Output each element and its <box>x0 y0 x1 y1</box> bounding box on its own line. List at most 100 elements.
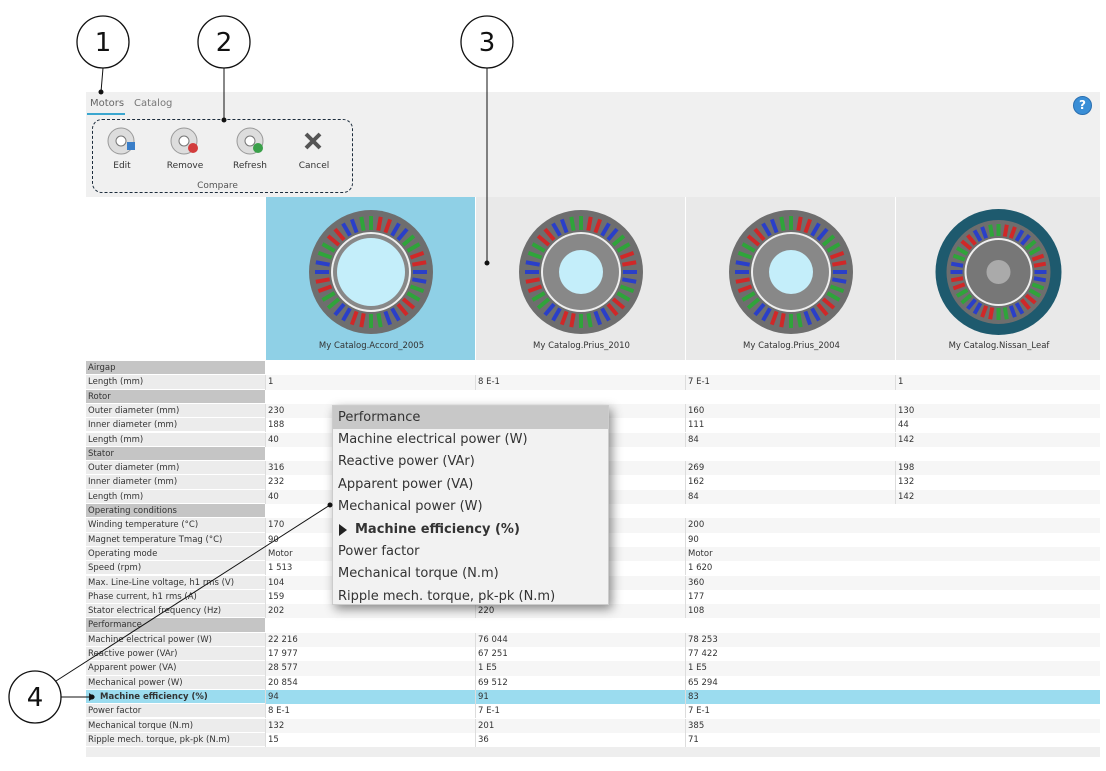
cell-value: 177 <box>685 589 895 605</box>
toolbar-button[interactable]: Cancel <box>298 161 330 171</box>
motor-card[interactable]: My Catalog.Accord_2005 <box>265 197 475 360</box>
popup-item[interactable]: Apparent power (VA) <box>338 476 474 492</box>
slot <box>955 246 969 256</box>
toolbar-button[interactable]: Edit <box>113 161 131 171</box>
motor-card[interactable]: My Catalog.Prius_2004 <box>685 197 895 360</box>
cell-value: 76 044 <box>475 632 685 647</box>
help-button[interactable]: ? <box>1073 96 1092 115</box>
slot <box>832 277 847 284</box>
slot <box>1002 307 1009 320</box>
section-header[interactable]: Airgap <box>86 361 265 376</box>
cell-value: 202 <box>265 604 475 619</box>
row-label[interactable]: Outer diameter (mm) <box>86 461 265 476</box>
section-header[interactable]: Stator <box>86 446 265 462</box>
motor-card[interactable]: My Catalog.Nissan_Leaf <box>895 197 1100 360</box>
row-label[interactable]: Operating mode <box>86 546 265 562</box>
row-label[interactable]: Magnet temperature Tmag (°C) <box>86 532 265 547</box>
popup-item[interactable]: Mechanical power (W) <box>338 499 483 515</box>
popup-item[interactable]: Reactive power (VAr) <box>338 454 475 470</box>
cell-value: 36 <box>475 732 685 748</box>
row-stripe <box>265 375 1100 390</box>
slot <box>753 302 766 317</box>
slot <box>1002 224 1009 237</box>
cell-value: 200 <box>685 518 895 533</box>
section-header[interactable]: Performance <box>86 618 265 633</box>
row-label[interactable]: Reactive power (VAr) <box>86 647 265 662</box>
section-header[interactable]: Rotor <box>86 389 265 404</box>
row-label[interactable]: Machine efficiency (%) <box>86 690 265 705</box>
row-label[interactable]: Stator electrical frequency (Hz) <box>86 604 265 619</box>
cell-value: 40 <box>265 432 475 447</box>
toolbar-button[interactable]: Remove <box>166 161 204 171</box>
cell-value: 1 620 <box>685 561 895 576</box>
slot <box>606 227 619 242</box>
cell-value: 7 E-1 <box>475 704 685 719</box>
row-label[interactable]: Phase current, h1 rms (A) <box>86 589 265 605</box>
cell-value: 170 <box>265 518 475 533</box>
popup-item[interactable]: Machine efficiency (%) <box>355 521 520 537</box>
slot <box>317 284 333 294</box>
row-label[interactable]: Power factor <box>86 704 265 719</box>
row-label[interactable]: Mechanical power (W) <box>86 675 265 690</box>
slot <box>741 242 756 253</box>
slot <box>988 224 995 237</box>
row-label[interactable]: Inner diameter (mm) <box>86 475 265 490</box>
slot <box>746 234 761 247</box>
motor-card[interactable]: My Catalog.Prius_2010 <box>475 197 685 360</box>
cell-value: 22 216 <box>265 632 475 647</box>
row-label[interactable]: Length (mm) <box>86 432 265 447</box>
slot <box>551 307 562 322</box>
slot <box>611 297 626 310</box>
row-label[interactable]: Mechanical torque (N.m) <box>86 718 265 733</box>
slot <box>1024 293 1037 305</box>
slot <box>779 313 786 328</box>
slot <box>326 297 341 310</box>
popup-item[interactable]: Power factor <box>338 544 420 559</box>
section-header[interactable]: Operating conditions <box>86 504 265 519</box>
tab[interactable]: Motors <box>90 98 125 109</box>
rotor-bore <box>559 250 603 294</box>
slot <box>527 284 543 294</box>
slot <box>586 216 593 231</box>
toolbar-button[interactable]: Refresh <box>233 161 267 171</box>
row-label[interactable]: Apparent power (VA) <box>86 661 265 676</box>
row-label[interactable]: Winding temperature (°C) <box>86 518 265 533</box>
cell-value: 90 <box>685 532 895 547</box>
slot <box>376 216 383 231</box>
row-label[interactable]: Speed (rpm) <box>86 561 265 576</box>
row-stripe <box>265 718 1100 733</box>
toolbar-group-label: Compare <box>197 181 238 191</box>
slot <box>966 233 977 246</box>
row-label[interactable]: Length (mm) <box>86 375 265 390</box>
row-label[interactable]: Outer diameter (mm) <box>86 403 265 419</box>
callout-dot <box>221 117 227 123</box>
row-label[interactable]: Max. Line-Line voltage, h1 rms (V) <box>86 575 265 590</box>
cell-value: 108 <box>685 604 895 619</box>
slot <box>390 307 401 322</box>
slot <box>735 260 750 267</box>
slot <box>333 227 346 242</box>
row-label[interactable]: Length (mm) <box>86 489 265 504</box>
cell-value: 159 <box>265 589 475 605</box>
slot <box>586 313 593 328</box>
popup-item[interactable]: Mechanical torque (N.m) <box>338 566 499 582</box>
cell-value: 160 <box>685 403 895 419</box>
slot <box>406 291 421 302</box>
slot <box>531 291 546 302</box>
slot <box>593 310 603 326</box>
cell-value: 142 <box>895 432 1100 447</box>
row-label[interactable]: Inner diameter (mm) <box>86 418 265 433</box>
popup-item[interactable]: Machine electrical power (W) <box>338 432 528 447</box>
slot <box>832 260 847 267</box>
callout-dot <box>98 89 104 95</box>
row-label[interactable]: Machine electrical power (W) <box>86 632 265 647</box>
cell-value: 360 <box>685 575 895 590</box>
row-label[interactable]: Ripple mech. torque, pk-pk (N.m) <box>86 732 265 748</box>
slot <box>315 277 330 284</box>
slot <box>779 216 786 231</box>
callout-dot <box>327 502 333 508</box>
popup-item[interactable]: Ripple mech. torque, pk-pk (N.m) <box>338 588 556 604</box>
slot <box>826 242 841 253</box>
slot <box>536 234 551 247</box>
tab[interactable]: Catalog <box>134 98 173 109</box>
